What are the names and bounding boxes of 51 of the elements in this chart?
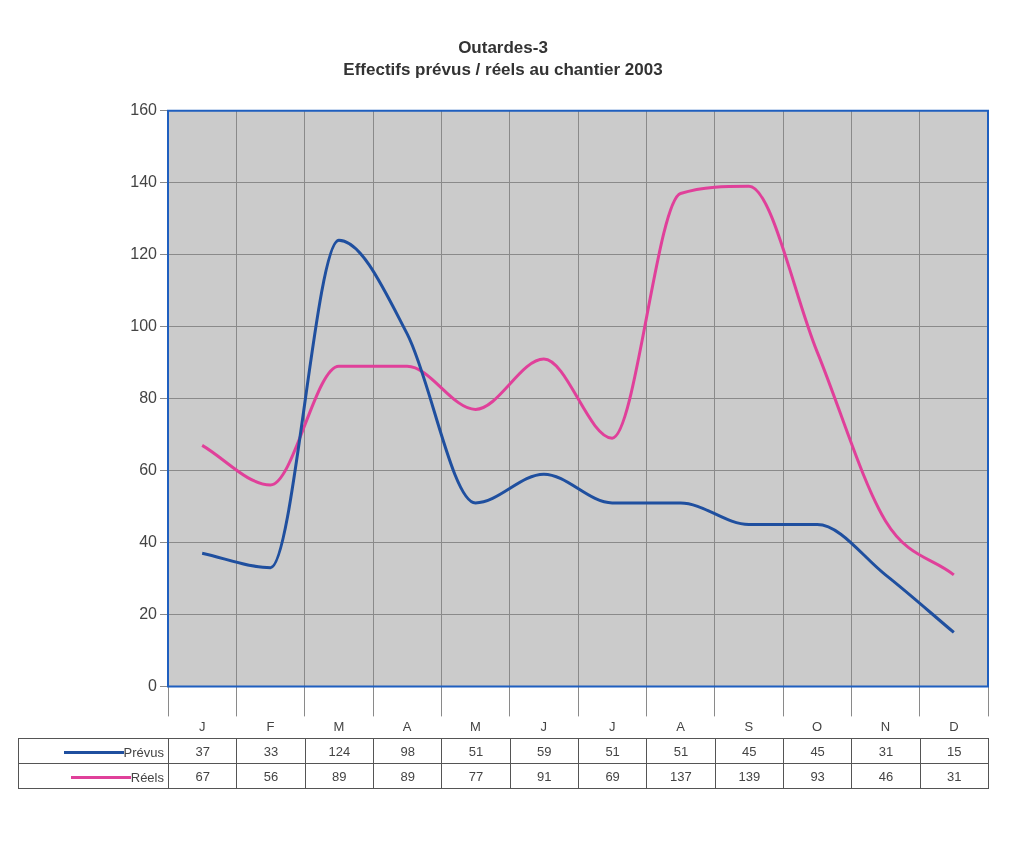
y-tick-label: 20 [139,604,158,622]
data-label: 45 [715,738,784,764]
data-label: 15 [920,738,989,764]
data-label: 56 [236,763,306,789]
x-tick-label: A [676,718,686,734]
data-label: 98 [373,738,442,764]
data-label: 31 [851,738,921,764]
data-label: 89 [305,763,374,789]
x-tick-label: J [608,718,616,734]
x-tick-label: J [198,718,206,734]
data-label: 93 [783,763,852,789]
data-label: 139 [715,763,784,789]
y-tick-label: 80 [139,389,158,407]
legend-label: Prévus [123,745,164,760]
data-label: 51 [441,738,511,764]
data-label: 137 [646,763,716,789]
legend-label: Réels [130,770,164,785]
x-tick-label: F [266,718,275,734]
data-label: 124 [305,738,374,764]
line-series [200,238,956,634]
x-tick-label: D [949,718,959,734]
data-label: 59 [510,738,579,764]
x-tick-label: M [470,718,481,734]
data-label: 89 [373,763,442,789]
y-tick-label: 60 [139,460,158,478]
x-tick-label: M [333,718,345,734]
x-tick-label: S [744,718,754,734]
chart-subtitle: Effectifs prévus / réels au chantier 2003 [343,60,663,80]
data-label: 46 [851,763,921,789]
y-tick-label: 140 [130,173,158,191]
y-tick-label: 40 [139,532,158,550]
data-label: 33 [236,738,306,764]
data-label: 45 [783,738,852,764]
x-tick-label: N [880,718,891,734]
y-tick-label: 120 [130,245,158,263]
y-tick-label: 0 [148,676,158,694]
data-label: 91 [510,763,579,789]
x-tick-label: O [812,718,823,734]
data-label: 51 [646,738,716,764]
x-tick-label: A [402,718,412,734]
line-series [200,184,956,577]
data-label: 77 [441,763,511,789]
x-tick-label: J [540,718,548,734]
chart-title: Outardes-3 [458,37,548,57]
y-tick-label: 100 [130,317,158,335]
y-tick-label: 160 [130,101,158,119]
data-label: 69 [578,763,647,789]
data-label: 37 [168,738,237,764]
data-label: 67 [168,763,237,789]
data-label: 51 [578,738,647,764]
data-label: 31 [920,763,989,789]
